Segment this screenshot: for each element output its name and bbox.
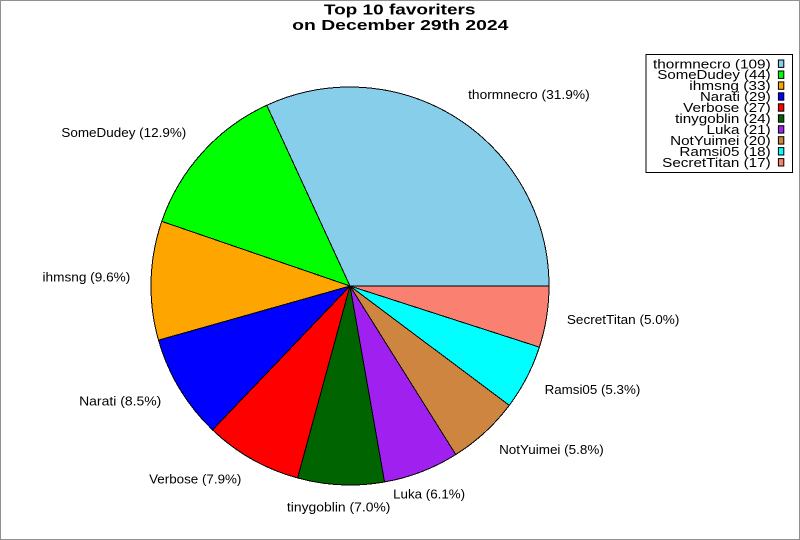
- svg-text:SomeDudey (44): SomeDudey (44): [657, 67, 770, 82]
- svg-text:Narati (29): Narati (29): [700, 89, 771, 104]
- svg-text:on December 29th 2024: on December 29th 2024: [292, 17, 509, 34]
- svg-text:thormnecro (31.9%): thormnecro (31.9%): [468, 87, 590, 102]
- svg-text:Narati (8.5%): Narati (8.5%): [79, 393, 161, 408]
- svg-text:tinygoblin (24): tinygoblin (24): [675, 111, 771, 126]
- svg-text:Verbose (7.9%): Verbose (7.9%): [149, 471, 241, 486]
- svg-text:ihmsng (33): ihmsng (33): [689, 78, 770, 93]
- svg-text:tinygoblin (7.0%): tinygoblin (7.0%): [287, 499, 391, 514]
- svg-text:ihmsng (9.6%): ihmsng (9.6%): [43, 269, 131, 284]
- svg-text:Luka (6.1%): Luka (6.1%): [393, 486, 465, 501]
- svg-text:NotYuimei (5.8%): NotYuimei (5.8%): [499, 442, 604, 457]
- svg-text:Ramsi05 (5.3%): Ramsi05 (5.3%): [545, 382, 641, 397]
- svg-text:thormnecro (109): thormnecro (109): [653, 56, 771, 71]
- svg-text:Verbose (27): Verbose (27): [683, 100, 771, 115]
- svg-text:SecretTitan (5.0%): SecretTitan (5.0%): [567, 312, 680, 327]
- svg-text:SecretTitan (17): SecretTitan (17): [662, 155, 771, 170]
- svg-text:Top 10 favoriters: Top 10 favoriters: [324, 1, 476, 18]
- svg-text:NotYuimei (20): NotYuimei (20): [670, 133, 771, 148]
- svg-text:SomeDudey (12.9%): SomeDudey (12.9%): [61, 125, 186, 140]
- svg-text:Ramsi05 (18): Ramsi05 (18): [679, 144, 770, 159]
- svg-text:Luka (21): Luka (21): [707, 122, 771, 137]
